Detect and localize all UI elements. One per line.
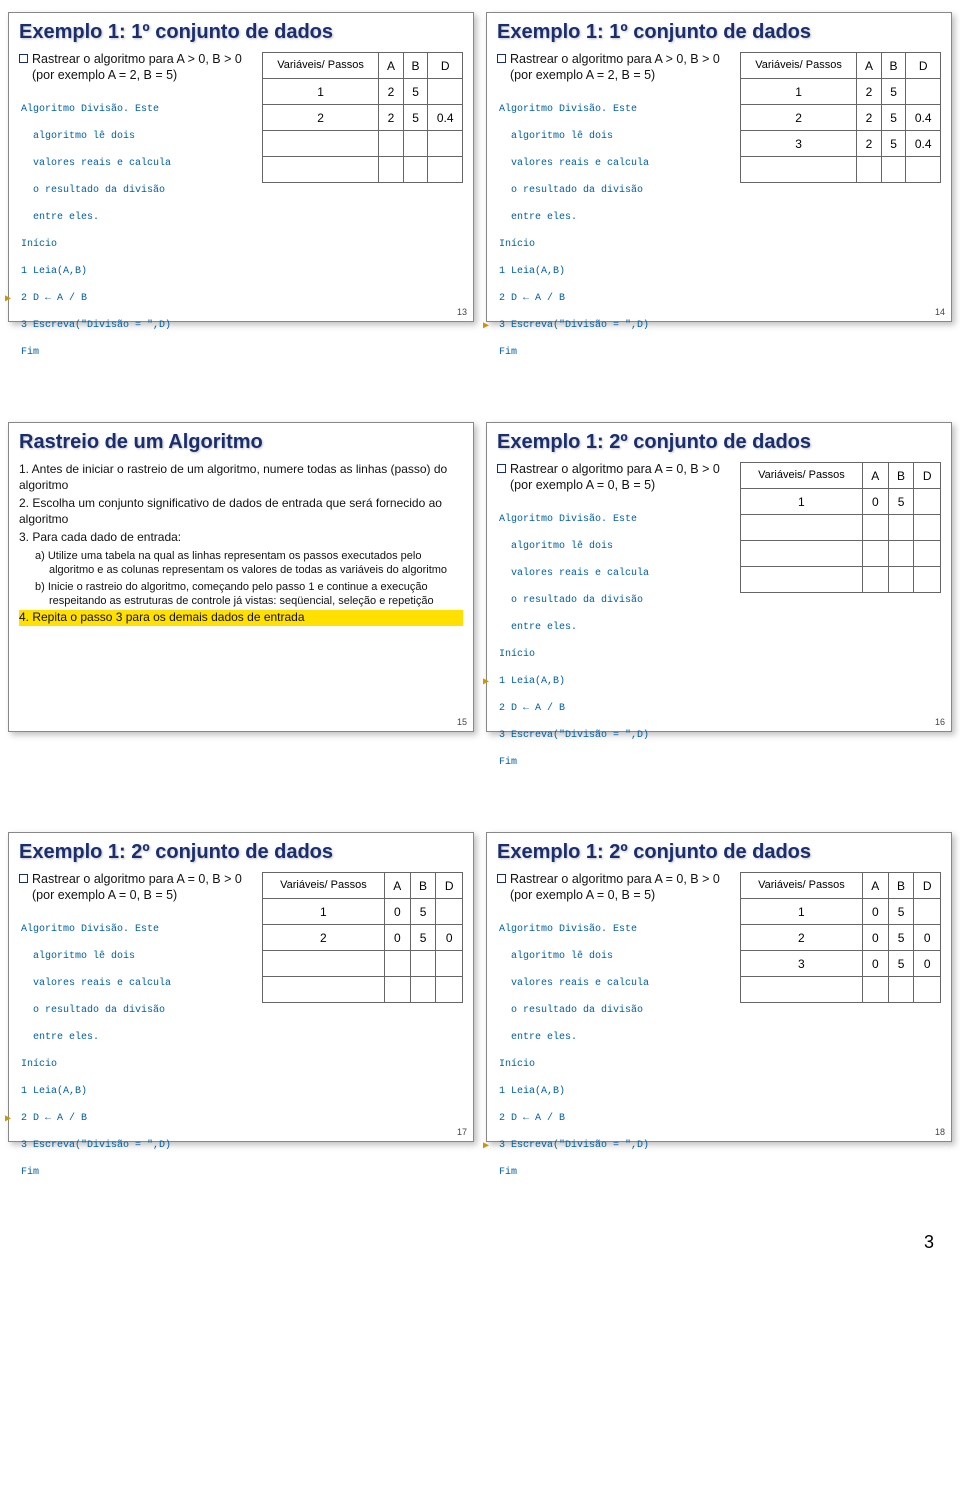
slide-number: 14	[935, 307, 945, 317]
slide-title: Exemplo 1: 2º conjunto de dados	[497, 431, 941, 454]
table-row: 2050	[262, 925, 462, 951]
step-3a: a) Utilize uma tabela na qual as linhas …	[49, 549, 463, 578]
trace-text: Rastrear o algoritmo para A > 0, B > 0 (…	[510, 52, 730, 83]
slide-title: Exemplo 1: 2º conjunto de dados	[19, 841, 463, 864]
table-row: 125	[740, 79, 940, 105]
step-3: 3. Para cada dado de entrada:	[19, 530, 463, 546]
table-row	[740, 977, 940, 1003]
slide-number: 13	[457, 307, 467, 317]
slide-title: Rastreio de um Algoritmo	[19, 431, 463, 454]
step-2: 2. Escolha um conjunto significativo de …	[19, 496, 463, 527]
slide-number: 17	[457, 1127, 467, 1137]
algorithm-code: Algoritmo Divisão. Este algoritmo lê doi…	[19, 909, 252, 1206]
slide-16: Exemplo 1: 2º conjunto de dados Rastrear…	[486, 422, 952, 732]
slide-17: Exemplo 1: 2º conjunto de dados Rastrear…	[8, 832, 474, 1142]
trace-table: Variáveis/ PassosABD 105	[740, 462, 941, 593]
table-row	[740, 157, 940, 183]
slide-number: 18	[935, 1127, 945, 1137]
arrow-icon: ▶	[483, 1140, 489, 1154]
table-row	[262, 951, 462, 977]
slide-14: Exemplo 1: 1º conjunto de dados Rastrear…	[486, 12, 952, 322]
step-3b: b) Inicie o rastreio do algoritmo, começ…	[49, 580, 463, 609]
algorithm-code: Algoritmo Divisão. Este algoritmo lê doi…	[497, 499, 730, 796]
table-row: 3050	[740, 951, 940, 977]
bullet-icon	[19, 874, 28, 883]
slide-title: Exemplo 1: 1º conjunto de dados	[19, 21, 463, 44]
trace-table: Variáveis/ PassosABD 105 2050	[262, 872, 463, 1003]
table-row	[262, 131, 462, 157]
table-row: 3250.4	[740, 131, 940, 157]
table-row	[740, 541, 940, 567]
step-4-highlighted: 4. Repita o passo 3 para os demais dados…	[19, 610, 463, 626]
table-row: 2050	[740, 925, 940, 951]
table-row: 105	[740, 489, 940, 515]
trace-text: Rastrear o algoritmo para A = 0, B > 0 (…	[32, 872, 252, 903]
slide-15: Rastreio de um Algoritmo 1. Antes de ini…	[8, 422, 474, 732]
trace-table: Variáveis/ PassosABD 125 2250.4	[262, 52, 463, 183]
arrow-icon: ▶	[5, 1113, 11, 1127]
slide-title: Exemplo 1: 2º conjunto de dados	[497, 841, 941, 864]
step-1: 1. Antes de iniciar o rastreio de um alg…	[19, 462, 463, 493]
table-row: 2250.4	[262, 105, 462, 131]
trace-text: Rastrear o algoritmo para A = 0, B > 0 (…	[510, 462, 730, 493]
table-row: 105	[740, 899, 940, 925]
trace-text: Rastrear o algoritmo para A > 0, B > 0 (…	[32, 52, 252, 83]
slides-grid: Exemplo 1: 1º conjunto de dados Rastrear…	[8, 12, 952, 1142]
bullet-icon	[497, 464, 506, 473]
bullet-icon	[19, 54, 28, 63]
table-row: 2250.4	[740, 105, 940, 131]
slide-title: Exemplo 1: 1º conjunto de dados	[497, 21, 941, 44]
slide-number: 15	[457, 717, 467, 727]
table-row: 105	[262, 899, 462, 925]
bullet-icon	[497, 874, 506, 883]
table-row	[740, 515, 940, 541]
algorithm-code: Algoritmo Divisão. Este algoritmo lê doi…	[497, 89, 730, 386]
algorithm-code: Algoritmo Divisão. Este algoritmo lê doi…	[497, 909, 730, 1206]
arrow-icon: ▶	[483, 320, 489, 334]
arrow-icon: ▶	[483, 676, 489, 690]
slide-13: Exemplo 1: 1º conjunto de dados Rastrear…	[8, 12, 474, 322]
table-row	[740, 567, 940, 593]
arrow-icon: ▶	[5, 293, 11, 307]
table-row: 125	[262, 79, 462, 105]
steps-list: 1. Antes de iniciar o rastreio de um alg…	[19, 462, 463, 629]
trace-table: Variáveis/ PassosABD 125 2250.4 3250.4	[740, 52, 941, 183]
slide-18: Exemplo 1: 2º conjunto de dados Rastrear…	[486, 832, 952, 1142]
trace-table: Variáveis/ PassosABD 105 2050 3050	[740, 872, 941, 1003]
algorithm-code: Algoritmo Divisão. Este algoritmo lê doi…	[19, 89, 252, 386]
page-number: 3	[8, 1232, 952, 1253]
slide-number: 16	[935, 717, 945, 727]
trace-text: Rastrear o algoritmo para A = 0, B > 0 (…	[510, 872, 730, 903]
table-row	[262, 157, 462, 183]
bullet-icon	[497, 54, 506, 63]
slide-left: Rastrear o algoritmo para A > 0, B > 0 (…	[19, 52, 252, 386]
table-row	[262, 977, 462, 1003]
